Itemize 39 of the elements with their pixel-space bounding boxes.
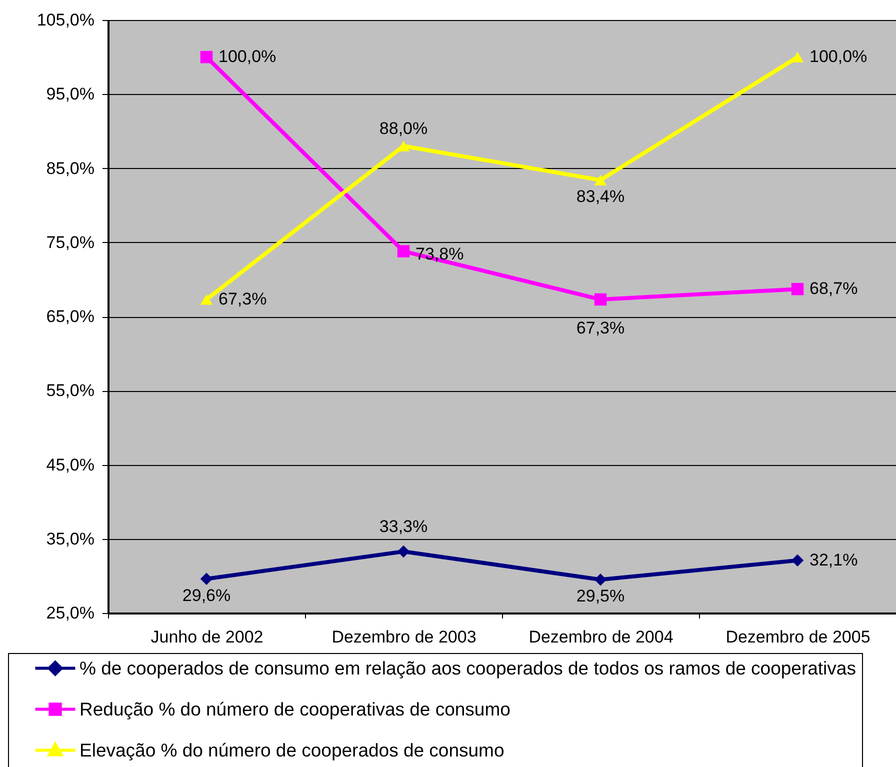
point: [397, 545, 410, 558]
point: [594, 574, 607, 586]
data-label: 67,3%: [576, 318, 625, 338]
y-tick-label: 25,0%: [46, 604, 94, 622]
point: [200, 572, 213, 586]
data-label: 83,4%: [576, 187, 625, 206]
point: [200, 294, 213, 305]
data-label: 100,0%: [810, 47, 868, 66]
point: [594, 174, 607, 186]
y-tick-label: 45,0%: [46, 455, 94, 474]
x-tick-label: Dezembro de 2004: [528, 628, 674, 646]
point: [791, 282, 804, 296]
y-tick-label: 85,0%: [46, 158, 94, 178]
data-label: 33,3%: [379, 516, 428, 536]
x-tick-label: Dezembro de 2005: [726, 628, 870, 646]
point: [791, 52, 804, 62]
point: [594, 293, 607, 306]
y-tick-label: 55,0%: [46, 381, 94, 400]
point: [397, 245, 410, 258]
data-label: 68,7%: [810, 279, 858, 298]
data-label: 67,3%: [218, 289, 267, 308]
data-label: 73,8%: [416, 244, 464, 264]
point: [200, 50, 213, 64]
y-tick-label: 65,0%: [46, 307, 94, 326]
y-tick-label: 35,0%: [46, 529, 94, 548]
x-tick-label: Junho de 2002: [150, 628, 264, 646]
x-tick-label: Dezembro de 2003: [332, 628, 476, 646]
y-tick-label: 75,0%: [46, 232, 94, 252]
data-label: 29,6%: [182, 586, 231, 605]
legend-label: % de cooperados de consumo em relação aos cooperados de todos os ramos de cooperativas: [80, 657, 856, 678]
point: [791, 554, 804, 566]
y-tick-label: 95,0%: [46, 84, 94, 104]
y-tick-label: 105,0%: [36, 10, 94, 30]
data-label: 100,0%: [218, 47, 276, 66]
data-label: 88,0%: [379, 119, 428, 138]
data-label: 29,5%: [576, 586, 625, 606]
legend-label: Redução % do número de cooperativas de consumo: [80, 698, 510, 720]
data-label: 32,1%: [810, 550, 858, 570]
legend-label: Elevação % do número de cooperados de consumo: [80, 739, 504, 760]
